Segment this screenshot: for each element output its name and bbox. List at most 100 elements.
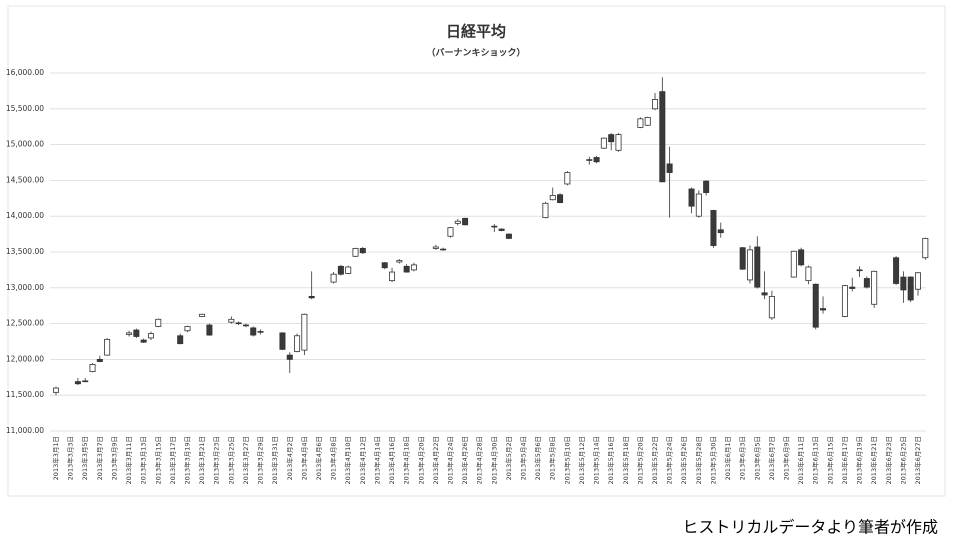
candle-body [798,249,805,266]
x-tick-label: 2013年3月7日 [95,436,104,480]
candle-body [659,91,666,183]
candle-body [96,358,103,362]
y-tick-label: 15,500.00 [6,104,44,113]
x-tick-label: 2013年6月27日 [913,436,922,484]
x-tick-label: 2013年5月14日 [592,436,601,484]
x-tick-label: 2013年3月31日 [270,436,279,484]
x-tick-label: 2013年3月21日 [197,436,206,484]
candle-body [849,286,856,289]
candle-body [688,188,695,207]
candle-body [206,324,213,336]
x-tick-label: 2013年6月5日 [752,436,761,480]
candle-body [710,210,717,246]
y-tick-label: 14,500.00 [6,175,44,184]
candle-body [301,313,308,351]
candle-body [856,269,863,272]
candle-body [652,99,659,110]
candle-body [447,227,454,237]
x-tick-label: 2013年4月12日 [358,436,367,484]
candle-body [359,248,366,254]
candle-body [250,327,257,336]
candle-body [389,271,396,282]
candle-body [403,265,410,273]
y-tick-label: 15,000.00 [6,140,44,149]
candle-body [615,134,622,151]
chart-title: 日経平均 [446,23,506,41]
x-tick-label: 2013年3月3日 [66,436,75,480]
candle-body [454,220,461,224]
candle-body [184,326,191,332]
candle-body [754,246,761,288]
candle-body [242,324,249,327]
x-tick-label: 2013年3月27日 [241,436,250,484]
candle-body [915,272,922,290]
x-tick-label: 2013年6月7日 [767,436,776,480]
x-tick-label: 2013年6月23日 [884,436,893,484]
x-tick-label: 2013年6月11日 [796,436,805,484]
candle-body [805,266,812,282]
x-tick-label: 2013年4月2日 [285,436,294,480]
candle-body [199,313,206,317]
x-tick-label: 2013年5月20日 [635,436,644,484]
x-tick-label: 2013年4月6日 [314,436,323,480]
y-tick-label: 11,000.00 [6,426,44,435]
candle-body [761,292,768,296]
candle-body [440,248,447,251]
x-tick-label: 2013年3月19日 [182,436,191,484]
y-tick-label: 13,000.00 [6,283,44,292]
candle-body [177,335,184,345]
x-tick-label: 2013年4月26日 [460,436,469,484]
x-tick-label: 2013年3月29日 [256,436,265,484]
candle-body [133,329,140,337]
x-tick-label: 2013年5月22日 [650,436,659,484]
chart-frame [7,5,946,497]
x-tick-label: 2013年6月15日 [825,436,834,484]
candle-body [140,339,147,343]
candle-body [542,202,549,219]
candle-body [462,217,469,226]
candle-body [89,364,96,372]
x-tick-label: 2013年3月5日 [80,436,89,480]
x-tick-label: 2013年5月8日 [548,436,557,480]
x-tick-label: 2013年6月13日 [811,436,820,484]
candle-body [871,270,878,305]
x-tick-label: 2013年6月21日 [869,436,878,484]
candle-body [600,137,607,149]
x-tick-label: 2013年4月8日 [329,436,338,480]
x-tick-label: 2013年5月28日 [694,436,703,484]
x-tick-label: 2013年3月11日 [124,436,133,484]
y-tick-label: 16,000.00 [6,68,44,77]
x-tick-label: 2013年6月19日 [855,436,864,484]
x-tick-label: 2013年3月17日 [168,436,177,484]
candle-body [294,335,301,352]
x-tick-label: 2013年6月25日 [898,436,907,484]
candle-body [491,225,498,228]
x-tick-label: 2013年5月12日 [577,436,586,484]
candle-body [155,318,162,327]
x-tick-label: 2013年5月10日 [562,436,571,484]
candle-body [345,266,352,274]
x-tick-label: 2013年4月14日 [372,436,381,484]
candle-body [308,295,315,299]
candle-body [396,260,403,263]
candle-body [74,381,81,385]
y-tick-label: 12,000.00 [6,354,44,363]
candle-body [498,228,505,231]
x-tick-label: 2013年5月18日 [621,436,630,484]
x-tick-label: 2013年6月3日 [738,436,747,480]
candle-body [505,233,512,239]
x-tick-label: 2013年5月30日 [708,436,717,484]
x-tick-label: 2013年4月16日 [387,436,396,484]
x-tick-label: 2013年5月16日 [606,436,615,484]
candle-body [104,338,111,356]
x-tick-label: 2013年3月25日 [226,436,235,484]
candle-body [228,318,235,323]
candle-body [637,118,644,128]
x-tick-label: 2013年4月28日 [475,436,484,484]
candle-body [841,285,848,317]
y-tick-label: 13,500.00 [6,247,44,256]
x-tick-label: 2013年5月4日 [519,436,528,480]
candle-body [557,194,564,203]
candle-body [126,332,133,335]
candle-body [147,333,154,339]
